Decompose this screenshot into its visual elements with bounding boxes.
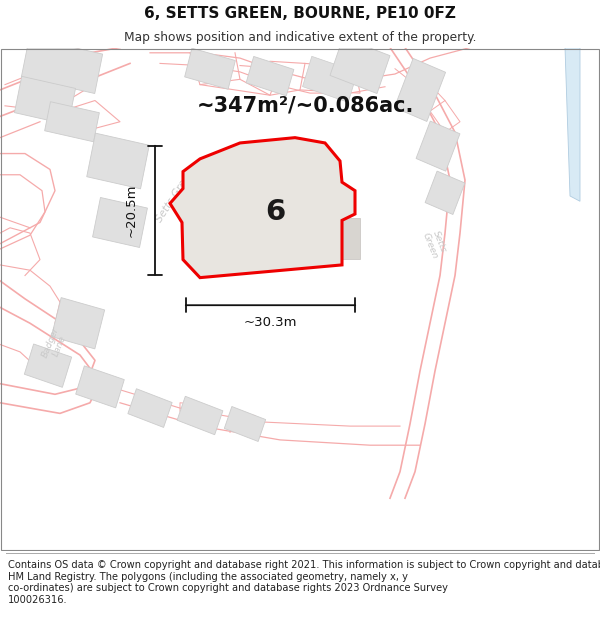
Polygon shape [224,406,266,441]
Text: Map shows position and indicative extent of the property.: Map shows position and indicative extent… [124,31,476,44]
Polygon shape [92,198,148,248]
Polygon shape [87,133,149,189]
Polygon shape [217,181,299,253]
Polygon shape [177,396,223,435]
Polygon shape [128,389,172,428]
Text: ~347m²/~0.086ac.: ~347m²/~0.086ac. [196,96,413,116]
Polygon shape [330,38,390,94]
Polygon shape [302,56,358,102]
Polygon shape [394,58,446,121]
Polygon shape [416,121,460,171]
Polygon shape [76,366,124,408]
Polygon shape [14,76,76,125]
Polygon shape [185,48,235,89]
Text: Setts
Green: Setts Green [421,228,449,260]
Polygon shape [565,48,580,201]
Polygon shape [52,298,104,349]
Polygon shape [25,344,71,388]
Text: ~20.5m: ~20.5m [125,184,137,237]
Text: ~30.3m: ~30.3m [244,316,297,329]
Polygon shape [425,171,465,214]
Text: 6, SETTS GREEN, BOURNE, PE10 0FZ: 6, SETTS GREEN, BOURNE, PE10 0FZ [144,6,456,21]
Text: 6: 6 [265,198,285,226]
Polygon shape [44,102,100,142]
Polygon shape [246,56,294,96]
Text: Contains OS data © Crown copyright and database right 2021. This information is : Contains OS data © Crown copyright and d… [8,560,600,605]
Polygon shape [170,138,355,278]
Polygon shape [22,38,103,94]
Polygon shape [320,218,360,259]
Text: Setts Green: Setts Green [154,168,196,224]
Text: Badger
Lane: Badger Lane [40,326,70,363]
Polygon shape [184,218,226,259]
